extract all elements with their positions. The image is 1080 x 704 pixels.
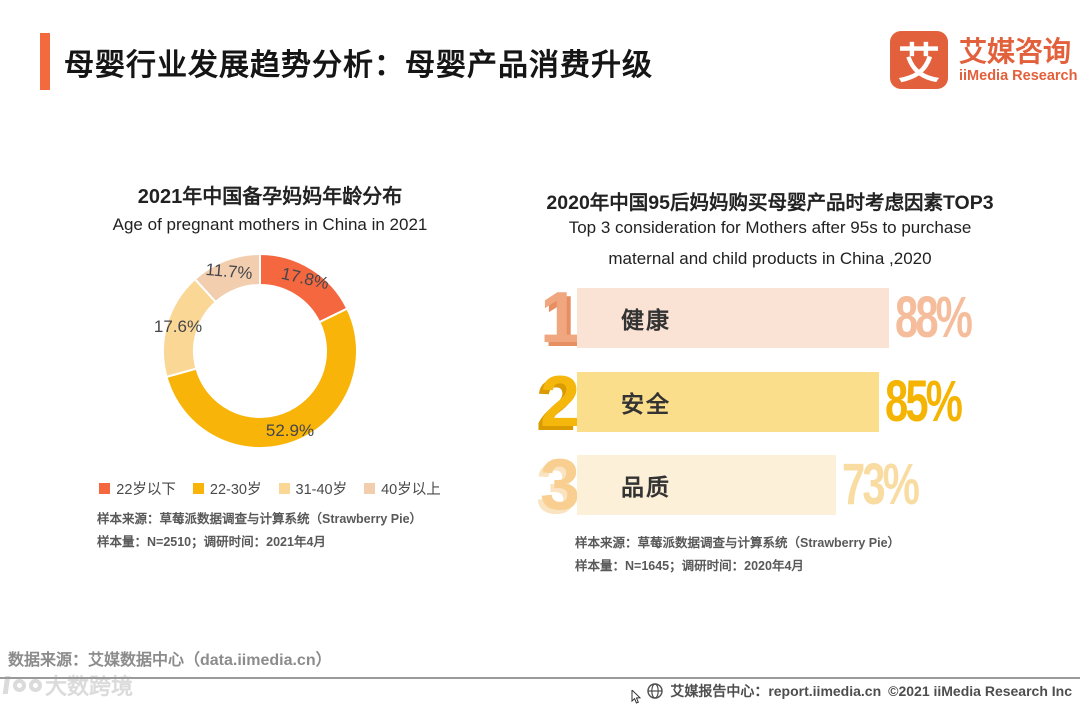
legend-item-over-40: 40岁以上 [364,478,441,499]
rank-number-1: 1 [540,278,581,358]
legend-swatch-22-30 [192,483,204,494]
right-chart-subtitle-line1: Top 3 consideration for Mothers after 95… [568,218,972,237]
left-chart-subtitle: Age of pregnant mothers in China in 2021 [112,215,428,234]
left-sample-size-note: 样本量：N=2510；调研时间：2021年4月 [97,535,326,549]
donut-slice-40岁以上 [193,252,261,304]
watermark-ring-icon [29,678,42,692]
legend-swatch-31-40 [278,483,290,494]
footer-divider [0,677,1080,679]
left-sample-source-note: 样本来源：草莓派数据调查与计算系统（Strawberry Pie） [97,512,423,526]
brand-name-cn: 艾媒咨询 [959,35,1072,67]
rank-row-3: 3 品质 73% [540,445,946,525]
right-sample-source-note: 样本来源：草莓派数据调查与计算系统（Strawberry Pie） [575,536,901,550]
legend-item-31-40: 31-40岁 [278,478,348,499]
legend-label: 22岁以下 [116,482,176,498]
title-accent-bar [40,33,50,90]
rank-bar-2: 安全 [577,372,879,432]
rank-label-1: 健康 [621,307,671,333]
rank-label-3: 品质 [621,474,671,500]
legend-item-under-22: 22岁以下 [99,478,176,499]
donut-value-label: 52.9% [265,421,315,440]
data-source-note: 数据来源：艾媒数据中心（data.iimedia.cn） [8,652,332,669]
right-sample-size-note: 样本量：N=1645；调研时间：2020年4月 [575,559,804,573]
rank-value-3: 73% [842,452,920,517]
legend-item-22-30: 22-30岁 [192,478,262,499]
rank-bar-1: 健康 [577,288,890,348]
rank-number-2: 2 [540,362,581,442]
right-chart-subtitle-line2: maternal and child products in China ,20… [608,249,932,268]
rank-value-2: 85% [884,369,963,434]
iimedia-logo: 艾 艾媒咨询 iiMedia Research [890,31,1077,89]
donut-value-label: 11.7% [204,259,254,284]
watermark-ring-icon [13,678,26,692]
rank-number-3: 3 [540,445,581,525]
rank-row-2: 2 安全 85% [540,362,989,442]
iimedia-logo-icon: 艾 [890,31,948,89]
donut-chart: 17.8% 52.9% 17.6% 11.7% [130,221,390,481]
right-chart-title: 2020年中国95后妈妈购买母婴产品时考虑因素TOP3 [546,192,994,214]
copyright-text: ©2021 iiMedia Research Inc [888,683,1072,699]
legend-label: 22-30岁 [209,482,262,498]
donut-value-label: 17.6% [153,317,203,336]
page-title: 母婴行业发展趋势分析：母婴产品消费升级 [64,49,653,82]
donut-slice-22-30岁 [165,307,358,450]
rank-value-1: 88% [895,285,973,350]
legend-label: 31-40岁 [295,482,348,498]
rank-row-1: 1 健康 88% [540,278,999,358]
donut-legend: 22岁以下 22-30岁 31-40岁 40岁以上 [40,478,500,499]
watermark: 大数跨境 [2,669,134,701]
rank-bar-3: 品质 [577,455,837,515]
rank-label-2: 安全 [621,391,671,417]
brand-name-en: iiMedia Research [959,68,1078,85]
legend-swatch-under-22 [99,483,111,494]
left-chart-title: 2021年中国备孕妈妈年龄分布 [137,186,403,208]
report-center-link: 艾媒报告中心：report.iimedia.cn [670,683,882,699]
legend-label: 40岁以上 [381,482,441,498]
watermark-text: 大数跨境 [45,674,134,699]
globe-icon [647,683,664,699]
footer-report-info: 艾媒报告中心：report.iimedia.cn ©2021 iiMedia R… [647,681,1072,701]
legend-swatch-over-40 [364,483,376,494]
